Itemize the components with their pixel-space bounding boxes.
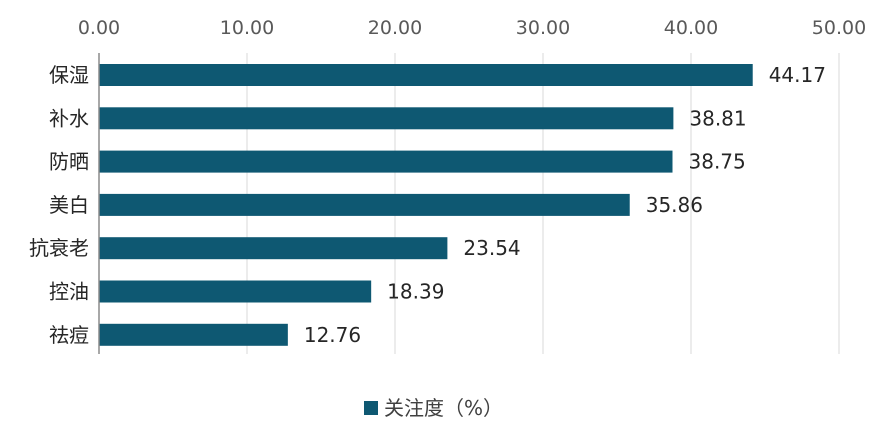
bar <box>99 323 288 346</box>
data-label: 18.39 <box>387 280 444 304</box>
x-tick-label: 0.00 <box>78 17 120 39</box>
bar <box>99 64 753 86</box>
labels: 0.00 10.00 20.00 30.00 40.00 50.00 保湿 44.17 补水 38… <box>29 17 866 347</box>
category-label: 防晒 <box>49 150 89 174</box>
x-tick-label: 30.00 <box>516 17 570 39</box>
category-label: 补水 <box>49 106 89 130</box>
category-label: 控油 <box>49 280 89 304</box>
data-label: 38.81 <box>689 106 746 130</box>
x-tick-label: 50.00 <box>812 17 866 39</box>
data-label: 12.76 <box>304 323 361 347</box>
bar <box>99 150 673 173</box>
x-tick-label: 40.00 <box>664 17 718 39</box>
bar <box>99 107 674 130</box>
x-tick-label: 10.00 <box>220 17 274 39</box>
legend: 关注度（%） <box>364 396 503 420</box>
category-label: 抗衰老 <box>29 236 89 260</box>
legend-label: 关注度（%） <box>384 396 503 420</box>
data-label: 38.75 <box>689 150 746 174</box>
bar <box>99 237 448 260</box>
data-label: 35.86 <box>646 193 703 217</box>
category-label: 祛痘 <box>49 323 89 347</box>
category-label: 美白 <box>49 193 89 217</box>
legend-swatch <box>364 401 378 415</box>
bars <box>99 64 753 346</box>
bar <box>99 193 630 216</box>
bar <box>99 280 372 303</box>
x-tick-label: 20.00 <box>368 17 422 39</box>
data-label: 23.54 <box>463 236 520 260</box>
data-label: 44.17 <box>769 63 826 87</box>
category-label: 保湿 <box>49 63 89 87</box>
